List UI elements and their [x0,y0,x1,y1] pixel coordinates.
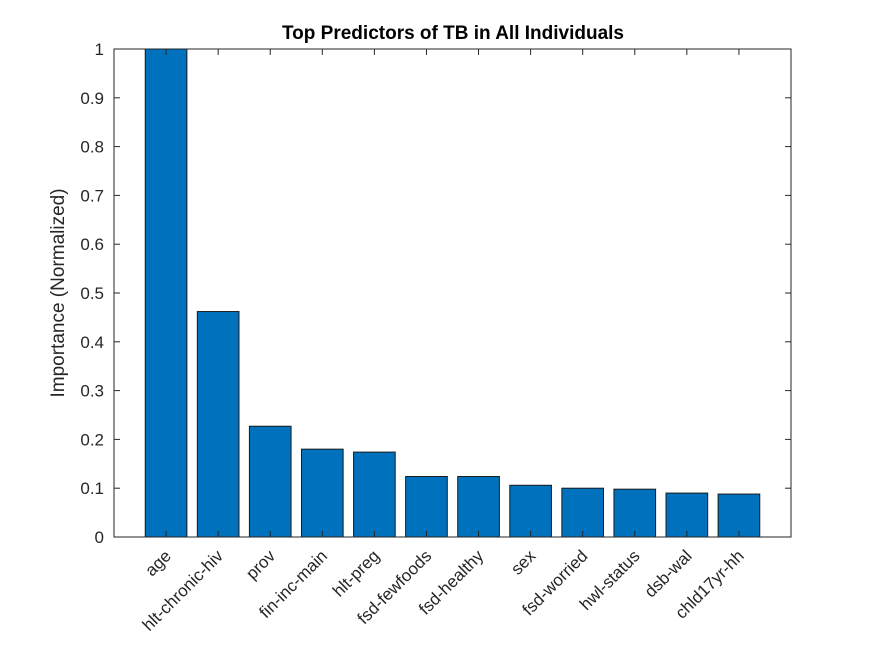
y-tick-label: 0.3 [80,382,104,401]
axes-frame [113,48,792,538]
chart-title: Top Predictors of TB in All Individuals [282,23,624,44]
y-tick-label: 0 [95,528,104,547]
bar-hwl-status [613,488,657,538]
x-tick-label: prov [242,546,279,583]
x-tick-label: sex [507,546,539,578]
bar-fsd-fewfoods [405,475,448,538]
y-tick-label: 1 [95,40,104,59]
y-axis-ticks: 0 0.1 0.2 0.3 0.4 0.5 0.6 0.7 0.8 0.9 1 [80,40,791,547]
bar-fsd-worried [561,487,605,538]
bar-hlt-preg [353,451,396,538]
y-tick-label: 0.7 [80,186,104,205]
bar-sex [509,484,552,538]
bars [144,48,761,538]
bar-prov [248,425,292,538]
bar-chld17yr-hh [717,493,761,538]
y-tick-label: 0.9 [80,89,104,108]
y-tick-label: 0.2 [80,430,104,449]
y-tick-label: 0.4 [80,333,104,352]
y-tick-label: 0.1 [80,479,104,498]
y-tick-label: 0.5 [80,284,104,303]
y-tick-label: 0.6 [80,235,104,254]
bar-hlt-chronic-hiv [196,311,240,538]
y-tick-label: 0.8 [80,138,104,157]
bar-fin-inc-main [300,448,344,538]
y-axis-label: Importance (Normalized) [48,188,69,397]
bar-fsd-healthy [457,475,500,538]
bar-dsb-wal [665,492,709,538]
bar-age [144,48,188,538]
x-tick-label: age [141,546,174,579]
